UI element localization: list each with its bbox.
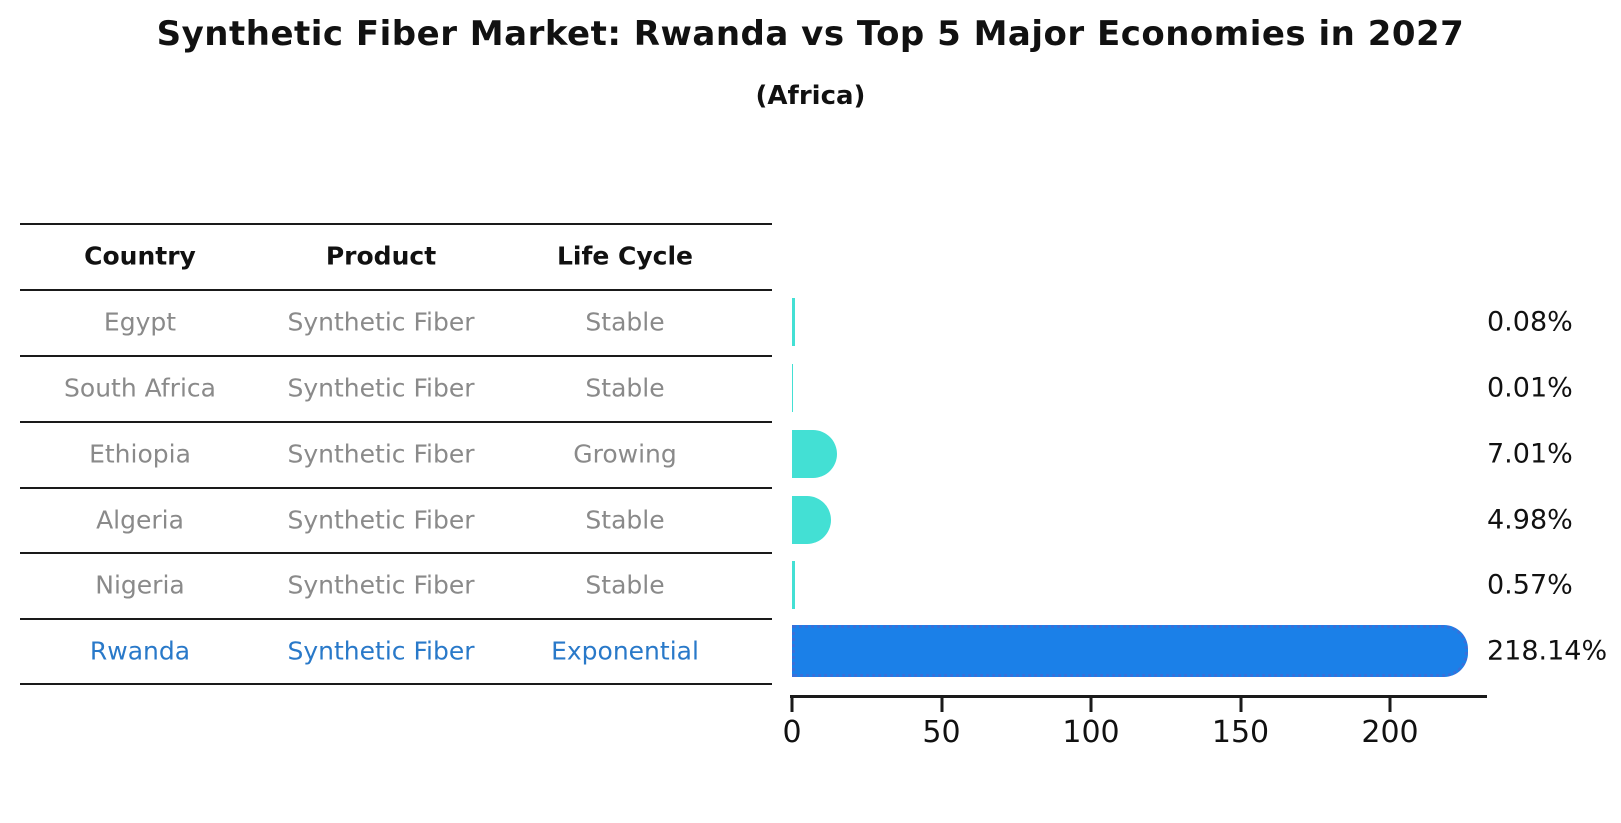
value-label-south-africa: 0.01% xyxy=(1487,372,1573,404)
value-label-rwanda: 218.14% xyxy=(1487,635,1608,666)
table-cell-product: Synthetic Fiber xyxy=(287,505,475,534)
table-cell-life-cycle: Stable xyxy=(585,373,665,403)
table-cell-country: Algeria xyxy=(96,505,184,534)
value-label-egypt: 0.08% xyxy=(1487,306,1573,338)
table-row-rule xyxy=(20,552,772,554)
table-cell-country: Rwanda xyxy=(89,636,191,665)
x-axis-tick xyxy=(940,698,943,712)
table-cell-country: Nigeria xyxy=(95,570,185,600)
x-axis-line xyxy=(790,695,1487,698)
table-row-rule xyxy=(20,289,772,291)
value-label-nigeria: 0.57% xyxy=(1487,569,1573,601)
table-header-product: Product xyxy=(325,241,437,271)
table-cell-product: Synthetic Fiber xyxy=(287,636,475,665)
table-cell-life-cycle: Stable xyxy=(585,570,665,600)
table-row-rule xyxy=(20,487,772,489)
value-label-ethiopia: 7.01% xyxy=(1487,438,1573,470)
table-cell-product: Synthetic Fiber xyxy=(287,439,475,469)
x-axis-tick xyxy=(790,698,794,712)
bar-ethiopia xyxy=(792,430,837,478)
bar-south-africa xyxy=(792,364,793,412)
table-cell-product: Synthetic Fiber xyxy=(287,307,475,337)
table-cell-product: Synthetic Fiber xyxy=(287,373,475,403)
table-cell-country: Ethiopia xyxy=(89,439,191,469)
table-row-rule xyxy=(20,421,772,423)
chart-subtitle: (Africa) xyxy=(755,81,866,111)
bar-algeria xyxy=(792,495,831,544)
table-cell-life-cycle: Stable xyxy=(585,505,665,534)
x-axis-tick-label: 100 xyxy=(1062,715,1120,750)
x-axis-tick-label: 0 xyxy=(782,715,802,750)
table-header-country: Country xyxy=(84,241,196,271)
table-cell-life-cycle: Exponential xyxy=(551,636,699,665)
value-label-algeria: 4.98% xyxy=(1487,504,1573,535)
x-axis-tick xyxy=(1089,698,1093,712)
table-cell-life-cycle: Stable xyxy=(585,307,665,337)
x-axis-tick xyxy=(1239,698,1242,712)
table-row-rule xyxy=(20,355,772,357)
x-axis-tick xyxy=(1388,698,1392,712)
bar-egypt xyxy=(792,298,795,346)
x-axis-tick-label: 200 xyxy=(1361,715,1419,750)
table-cell-country: Egypt xyxy=(103,307,177,337)
table-cell-country: South Africa xyxy=(64,373,216,403)
x-axis-tick-label: 50 xyxy=(922,715,961,750)
table-cell-product: Synthetic Fiber xyxy=(287,570,475,600)
table-top-rule xyxy=(20,223,772,225)
x-axis-tick-label: 150 xyxy=(1211,715,1270,750)
table-bottom-rule xyxy=(20,683,772,685)
table-cell-life-cycle: Growing xyxy=(573,439,677,469)
table-row-rule xyxy=(20,618,772,620)
bar-rwanda xyxy=(792,624,1469,677)
bar-nigeria xyxy=(792,561,795,609)
table-header-life-cycle: Life Cycle xyxy=(556,241,694,271)
chart-title: Synthetic Fiber Market: Rwanda vs Top 5 … xyxy=(156,14,1465,54)
